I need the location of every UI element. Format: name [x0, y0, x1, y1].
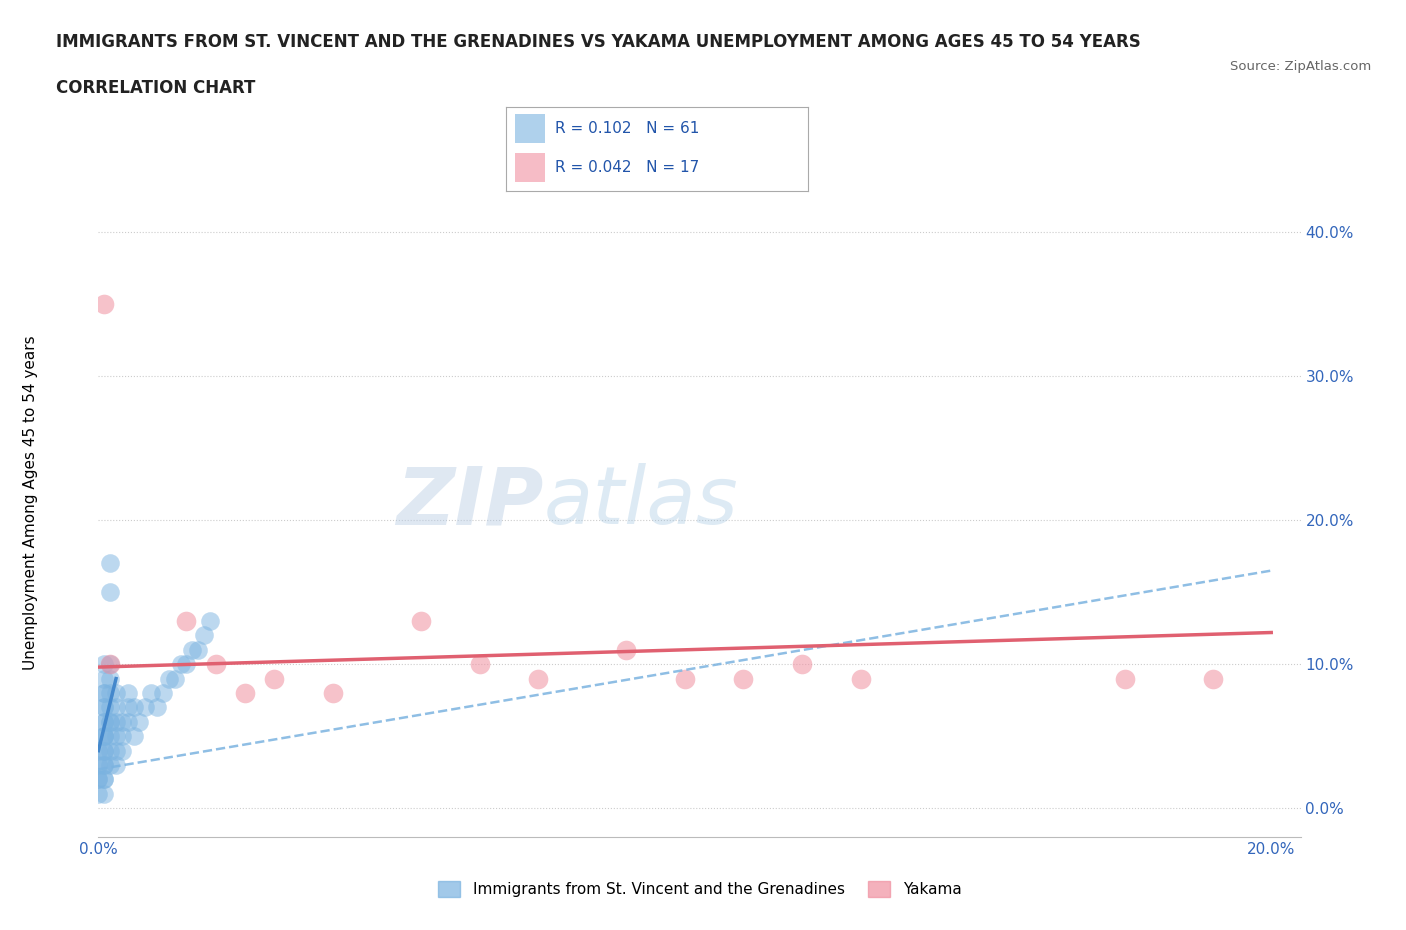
Legend: Immigrants from St. Vincent and the Grenadines, Yakama: Immigrants from St. Vincent and the Gren…: [432, 875, 967, 903]
Point: [169, 657, 191, 671]
Point: [93, 772, 115, 787]
Point: [322, 685, 344, 700]
Point: [673, 671, 696, 686]
Point: [204, 657, 226, 671]
Point: [105, 685, 128, 700]
Point: [87, 772, 110, 787]
Point: [93, 714, 115, 729]
Text: R = 0.102   N = 61: R = 0.102 N = 61: [554, 121, 699, 136]
Point: [141, 685, 163, 700]
Point: [87, 758, 110, 773]
Point: [93, 700, 115, 715]
Point: [98, 758, 121, 773]
Text: R = 0.042   N = 17: R = 0.042 N = 17: [554, 160, 699, 175]
Point: [98, 585, 121, 600]
Bar: [515, 113, 546, 143]
Point: [98, 556, 121, 571]
Text: IMMIGRANTS FROM ST. VINCENT AND THE GRENADINES VS YAKAMA UNEMPLOYMENT AMONG AGES: IMMIGRANTS FROM ST. VINCENT AND THE GREN…: [56, 33, 1142, 50]
Point: [181, 643, 204, 658]
Point: [98, 700, 121, 715]
Point: [105, 729, 128, 744]
Point: [1201, 671, 1223, 686]
Point: [93, 297, 115, 312]
Point: [134, 700, 156, 715]
Point: [93, 685, 115, 700]
Point: [98, 743, 121, 758]
Text: CORRELATION CHART: CORRELATION CHART: [56, 79, 256, 97]
Point: [87, 787, 110, 802]
Point: [176, 657, 198, 671]
Point: [152, 685, 174, 700]
Point: [98, 657, 121, 671]
Point: [93, 685, 115, 700]
Point: [87, 743, 110, 758]
Text: ZIP: ZIP: [396, 463, 543, 541]
Point: [117, 714, 139, 729]
Point: [1114, 671, 1136, 686]
Point: [98, 657, 121, 671]
Point: [93, 772, 115, 787]
Point: [111, 729, 134, 744]
Point: [409, 614, 432, 629]
Point: [122, 729, 145, 744]
Point: [93, 729, 115, 744]
Point: [105, 743, 128, 758]
Point: [93, 758, 115, 773]
Point: [163, 671, 186, 686]
Point: [263, 671, 285, 686]
Point: [93, 714, 115, 729]
Point: [614, 643, 637, 658]
Point: [93, 657, 115, 671]
Point: [98, 714, 121, 729]
Point: [468, 657, 491, 671]
Point: [98, 671, 121, 686]
Point: [93, 729, 115, 744]
Point: [105, 758, 128, 773]
Point: [117, 685, 139, 700]
Point: [187, 643, 209, 658]
Point: [93, 729, 115, 744]
Point: [105, 700, 128, 715]
Point: [93, 743, 115, 758]
Point: [233, 685, 256, 700]
Point: [93, 671, 115, 686]
Text: Source: ZipAtlas.com: Source: ZipAtlas.com: [1230, 60, 1371, 73]
Point: [98, 685, 121, 700]
Point: [105, 714, 128, 729]
Point: [193, 628, 215, 643]
Bar: [515, 153, 546, 182]
Point: [93, 700, 115, 715]
Point: [849, 671, 872, 686]
Point: [111, 743, 134, 758]
Point: [733, 671, 755, 686]
Point: [117, 700, 139, 715]
Point: [87, 772, 110, 787]
Point: [146, 700, 169, 715]
Point: [93, 758, 115, 773]
Text: Unemployment Among Ages 45 to 54 years: Unemployment Among Ages 45 to 54 years: [24, 335, 38, 670]
Point: [157, 671, 180, 686]
Point: [128, 714, 150, 729]
Point: [198, 614, 221, 629]
Text: atlas: atlas: [543, 463, 738, 541]
Point: [111, 714, 134, 729]
Point: [98, 714, 121, 729]
Point: [93, 787, 115, 802]
Point: [98, 729, 121, 744]
Point: [790, 657, 813, 671]
Point: [527, 671, 550, 686]
Point: [93, 743, 115, 758]
Point: [122, 700, 145, 715]
Point: [176, 614, 198, 629]
